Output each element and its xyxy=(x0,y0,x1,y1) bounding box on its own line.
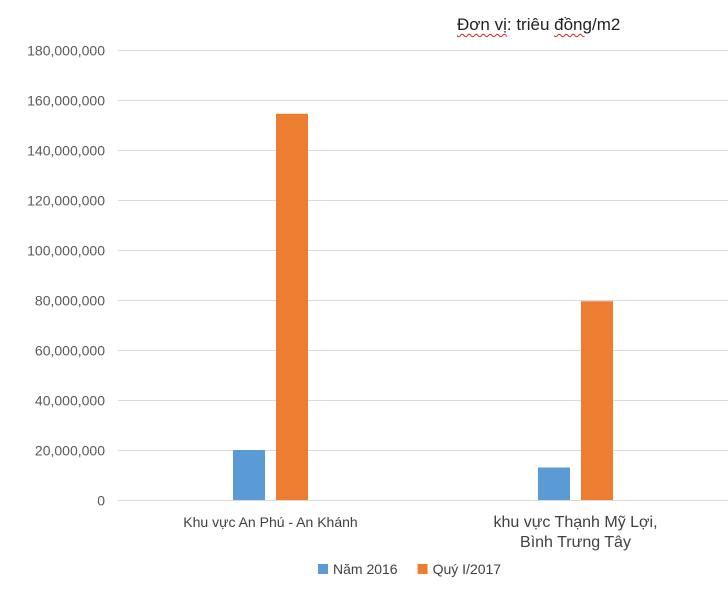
unit-note: Đơn vị: triêu đồng/m2 xyxy=(457,15,620,35)
y-tick-label: 0 xyxy=(97,493,105,509)
y-tick-label: 80,000,000 xyxy=(35,293,105,309)
bar xyxy=(581,301,613,500)
y-tick-label: 20,000,000 xyxy=(35,443,105,459)
x-category-label: Bình Trưng Tây xyxy=(520,534,631,551)
y-tick-label: 160,000,000 xyxy=(27,93,105,109)
y-tick-label: 40,000,000 xyxy=(35,393,105,409)
legend-swatch xyxy=(318,564,328,574)
x-category-label: khu vực Thạnh Mỹ Lợi, xyxy=(493,514,657,531)
y-tick-label: 120,000,000 xyxy=(27,193,105,209)
unit-note-label: Đơn vị xyxy=(457,15,507,34)
y-tick-label: 100,000,000 xyxy=(27,243,105,259)
unit-note-per-area: /m2 xyxy=(591,15,621,34)
unit-note-currency: đồng xyxy=(554,15,592,34)
x-category-label: Khu vực An Phú - An Khánh xyxy=(183,514,357,530)
bar xyxy=(538,467,570,500)
legend-label: Năm 2016 xyxy=(333,561,398,577)
bar xyxy=(233,450,265,500)
unit-note-text: : triêu xyxy=(506,15,555,34)
y-tick-label: 60,000,000 xyxy=(35,343,105,359)
legend-label: Quý I/2017 xyxy=(433,561,502,577)
y-tick-label: 140,000,000 xyxy=(27,143,105,159)
bar xyxy=(276,113,308,500)
y-tick-label: 180,000,000 xyxy=(27,43,105,59)
legend-swatch xyxy=(417,564,428,574)
